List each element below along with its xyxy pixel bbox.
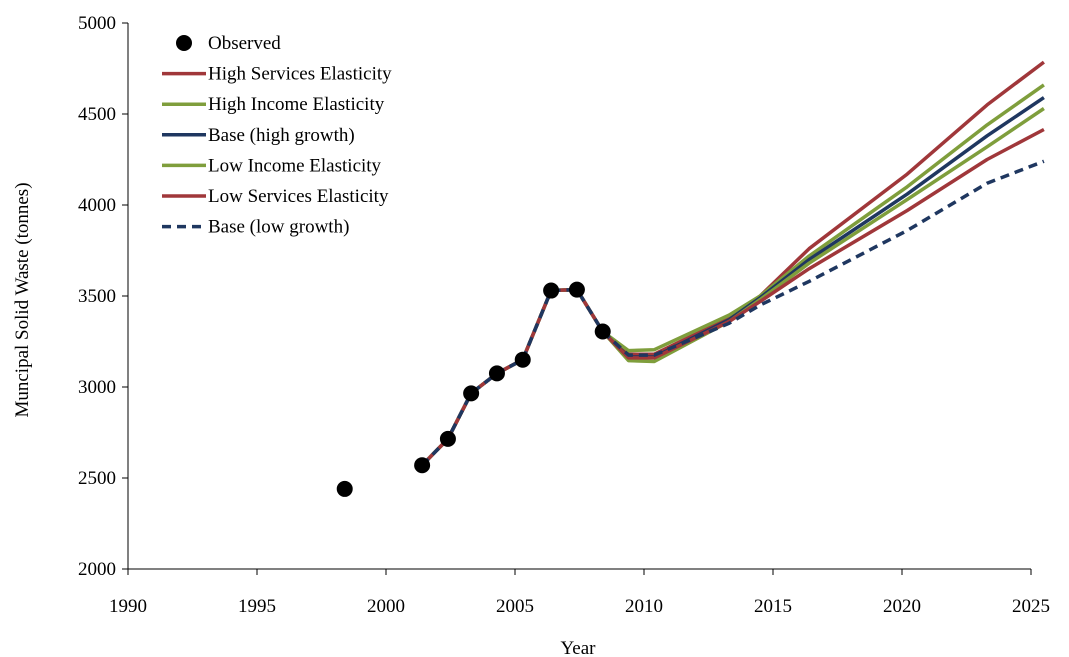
observed-point [336,480,353,497]
x-axis-title: Year [560,638,596,657]
legend-item: Base (low growth) [162,217,349,238]
y-tick-label: 3500 [78,286,116,307]
x-tick-label: 1990 [109,596,147,617]
y-tick-label: 3000 [78,377,116,398]
legend-label: Low Income Elasticity [208,155,382,176]
x-tick-label: 2005 [496,596,534,617]
legend-item: Base (high growth) [162,125,355,146]
legend-marker [176,35,192,51]
legend-label: Observed [208,33,281,54]
series-line-high-services-elasticity [420,60,1045,467]
x-tick-label: 1995 [238,596,276,617]
legend-item: High Income Elasticity [162,94,385,115]
y-axis-title: Muncipal Solid Waste (tonnes) [12,182,33,417]
series-line-base-low-growth [420,159,1045,467]
legend-item: Observed [176,33,281,54]
observed-point [568,281,585,298]
x-tick-label: 2020 [883,596,921,617]
observed-point [488,365,505,382]
series-line-high-income-elasticity [420,83,1045,467]
y-tick-label: 2000 [78,559,116,580]
y-tick-label: 4500 [78,104,116,125]
observed-point [514,351,531,368]
legend-item: Low Income Elasticity [162,155,382,176]
legend-label: Low Services Elasticity [208,186,389,207]
y-tick-label: 5000 [78,13,116,34]
legend-item: High Services Elasticity [162,64,392,85]
observed-point [463,385,480,402]
y-ticks: 2000 2500 3000 3500 4000 4500 5000 [78,13,128,580]
y-tick-label: 2500 [78,468,116,489]
x-tick-label: 2000 [367,596,405,617]
legend-label: High Income Elasticity [208,94,385,115]
observed-point [439,430,456,447]
x-ticks: 1990 1995 2000 2005 2010 2015 2020 2025 [109,569,1050,617]
legend-label: Base (low growth) [208,217,349,238]
series-line-low-services-elasticity [420,127,1045,467]
x-tick-label: 2025 [1012,596,1050,617]
observed-point [594,323,611,340]
legend: Observed High Services Elasticity High Inc… [162,33,392,238]
x-tick-label: 2015 [754,596,792,617]
observed-layer [336,281,611,497]
observed-point [543,282,560,299]
legend-label: High Services Elasticity [208,64,392,85]
y-tick-label: 4000 [78,195,116,216]
observed-point [414,457,431,474]
legend-item: Low Services Elasticity [162,186,389,207]
legend-label: Base (high growth) [208,125,355,146]
series-layer [420,60,1045,467]
x-tick-label: 2010 [625,596,663,617]
